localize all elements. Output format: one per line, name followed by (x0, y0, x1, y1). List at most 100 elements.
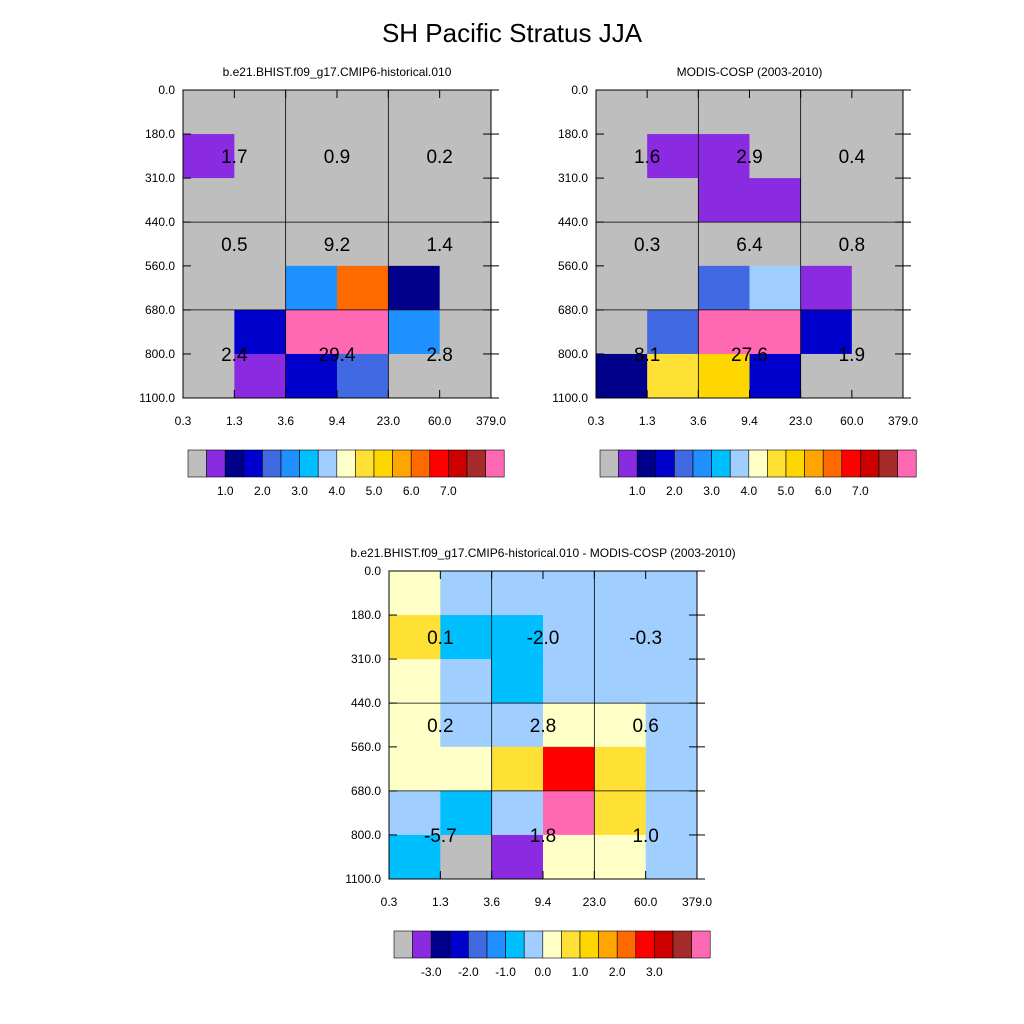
heatmap-cell (851, 265, 904, 311)
heatmap-cell (285, 222, 338, 267)
colorbar-label: -3.0 (421, 965, 442, 979)
colorbar-swatch (878, 449, 898, 478)
heatmap-cell (389, 659, 441, 704)
x-tick-label: 1.3 (432, 895, 449, 909)
heatmap-cell (800, 353, 853, 399)
colorbar-swatch (448, 449, 468, 478)
block-value-label: 2.4 (221, 345, 248, 366)
heatmap-cell (491, 659, 544, 704)
colorbar-swatch (579, 930, 599, 959)
x-tick-label: 1.3 (226, 414, 243, 428)
colorbar-swatch (430, 930, 451, 959)
y-tick-label: 180.0 (145, 127, 175, 141)
heatmap-cell (698, 353, 750, 399)
colorbar-swatch (187, 449, 207, 478)
heatmap-cell (491, 615, 544, 660)
heatmap-cell (647, 353, 699, 399)
block-value-label: 0.9 (324, 147, 350, 168)
colorbar-swatch (655, 449, 675, 478)
heatmap-cell (851, 353, 904, 399)
heatmap-cell (440, 615, 493, 660)
heatmap-cell (647, 178, 699, 223)
heatmap-cell (543, 834, 595, 880)
panel-title: b.e21.BHIST.f09_g17.CMIP6-historical.010… (350, 546, 735, 560)
heatmap-cell (698, 90, 750, 135)
heatmap-cell (491, 571, 544, 616)
heatmap-cell (337, 222, 389, 267)
colorbar-swatch (767, 449, 787, 478)
block-value-label: 2.8 (426, 345, 452, 366)
x-tick-label: 3.6 (483, 895, 500, 909)
heatmap-cell (594, 659, 647, 704)
x-tick-label: 9.4 (535, 895, 552, 909)
heatmap-cell (596, 309, 648, 355)
heatmap-cell (594, 571, 647, 616)
y-tick-label: 440.0 (145, 215, 175, 229)
heatmap-cell (800, 90, 853, 135)
heatmap-cell (234, 309, 287, 355)
colorbar-label: 3.0 (646, 965, 663, 979)
heatmap-cell (285, 353, 338, 399)
heatmap-cell (183, 178, 235, 223)
main-title: SH Pacific Stratus JJA (381, 18, 643, 48)
heatmap-panel-3: b.e21.BHIST.f09_g17.CMIP6-historical.010… (345, 546, 735, 979)
heatmap-cell (183, 265, 235, 311)
heatmap-cell (234, 353, 287, 399)
heatmap-cell (647, 90, 699, 135)
y-tick-label: 310.0 (558, 171, 588, 185)
block-value-label: 9.2 (324, 235, 350, 256)
colorbar-swatch (785, 449, 805, 478)
colorbar-swatch (542, 930, 562, 959)
x-tick-label: 23.0 (583, 895, 607, 909)
heatmap-cell (285, 309, 338, 355)
colorbar-swatch (822, 449, 843, 478)
block-value-label: -0.3 (629, 628, 662, 649)
heatmap-cell (183, 353, 235, 399)
y-tick-label: 180.0 (351, 608, 381, 622)
colorbar-label: 1.0 (217, 484, 234, 498)
heatmap-cell (698, 222, 750, 267)
colorbar-swatch (691, 930, 711, 959)
x-tick-label: 3.6 (277, 414, 294, 428)
heatmap-cell (596, 134, 648, 179)
heatmap-cell (440, 659, 493, 704)
heatmap-cell (440, 571, 493, 616)
colorbar-swatch (336, 449, 356, 478)
heatmap-cell (594, 834, 647, 880)
heatmap-cell (337, 134, 389, 179)
heatmap-cell (491, 834, 544, 880)
block-value-label: 27.6 (731, 345, 768, 366)
colorbar-swatch (243, 449, 263, 478)
heatmap-cell (749, 265, 802, 311)
heatmap-cell (337, 265, 389, 311)
x-tick-label: 23.0 (377, 414, 401, 428)
heatmap-cell (183, 90, 235, 135)
heatmap-cell (439, 265, 492, 311)
heatmap-cell (234, 134, 287, 179)
y-tick-label: 0.0 (364, 564, 381, 578)
heatmap-panel-1: b.e21.BHIST.f09_g17.CMIP6-historical.010… (139, 65, 506, 498)
heatmap-cell (800, 134, 853, 179)
y-tick-label: 440.0 (351, 696, 381, 710)
colorbar-label: 6.0 (815, 484, 832, 498)
y-tick-label: 680.0 (558, 303, 588, 317)
heatmap-cell (388, 178, 441, 223)
heatmap-cell (594, 615, 647, 660)
heatmap-cell (647, 222, 699, 267)
y-tick-label: 800.0 (558, 347, 588, 361)
heatmap-cell (491, 790, 544, 836)
block-value-label: 0.2 (426, 147, 452, 168)
heatmap-cell (389, 790, 441, 836)
colorbar-swatch (392, 449, 412, 478)
heatmap-cell (800, 178, 853, 223)
heatmap-cell (543, 790, 595, 836)
colorbar-swatch (654, 930, 674, 959)
heatmap-cell (439, 309, 492, 355)
heatmap-cell (389, 746, 441, 792)
heatmap-cell (388, 222, 441, 267)
block-value-label: 2.8 (530, 716, 556, 737)
heatmap-cell (491, 746, 544, 792)
x-tick-label: 60.0 (428, 414, 452, 428)
heatmap-cell (800, 265, 853, 311)
heatmap-cell (749, 178, 802, 223)
